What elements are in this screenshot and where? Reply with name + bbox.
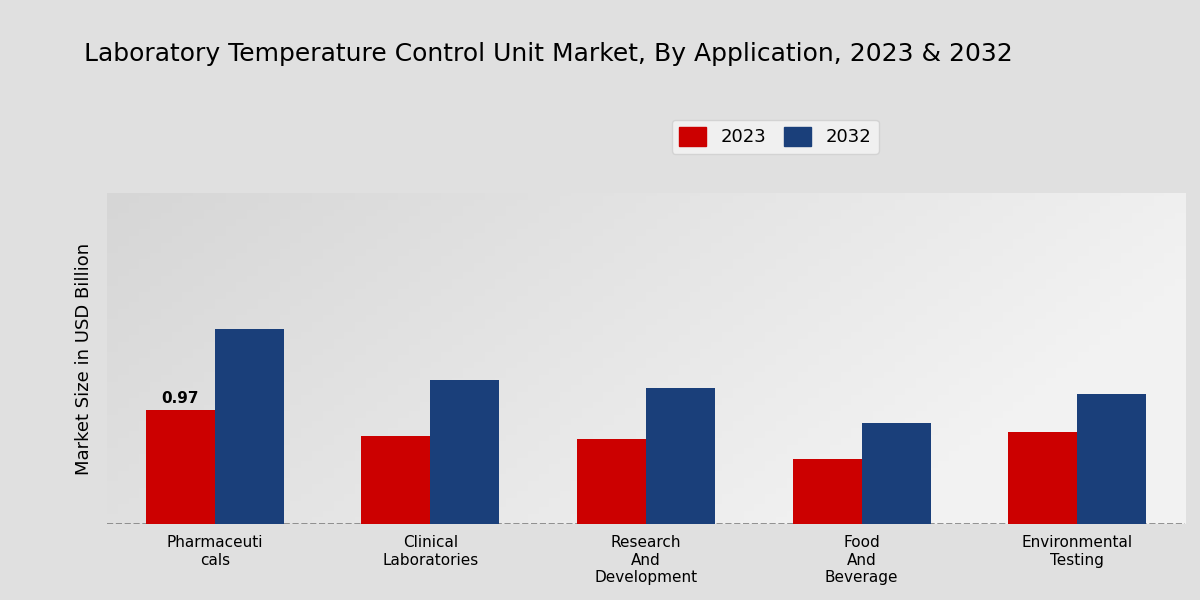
Bar bbox=[215, 329, 283, 524]
Bar bbox=[862, 422, 930, 524]
Bar bbox=[431, 380, 499, 524]
Text: 0.97: 0.97 bbox=[162, 391, 199, 406]
Text: Laboratory Temperature Control Unit Market, By Application, 2023 & 2032: Laboratory Temperature Control Unit Mark… bbox=[84, 42, 1013, 66]
Bar bbox=[1078, 394, 1146, 524]
Bar bbox=[577, 439, 646, 524]
Legend: 2023, 2032: 2023, 2032 bbox=[672, 120, 878, 154]
Bar bbox=[646, 388, 715, 524]
Y-axis label: Market Size in USD Billion: Market Size in USD Billion bbox=[74, 243, 94, 475]
Bar bbox=[1008, 432, 1078, 524]
Bar bbox=[145, 410, 215, 524]
Bar bbox=[361, 436, 431, 524]
Bar bbox=[792, 459, 862, 524]
